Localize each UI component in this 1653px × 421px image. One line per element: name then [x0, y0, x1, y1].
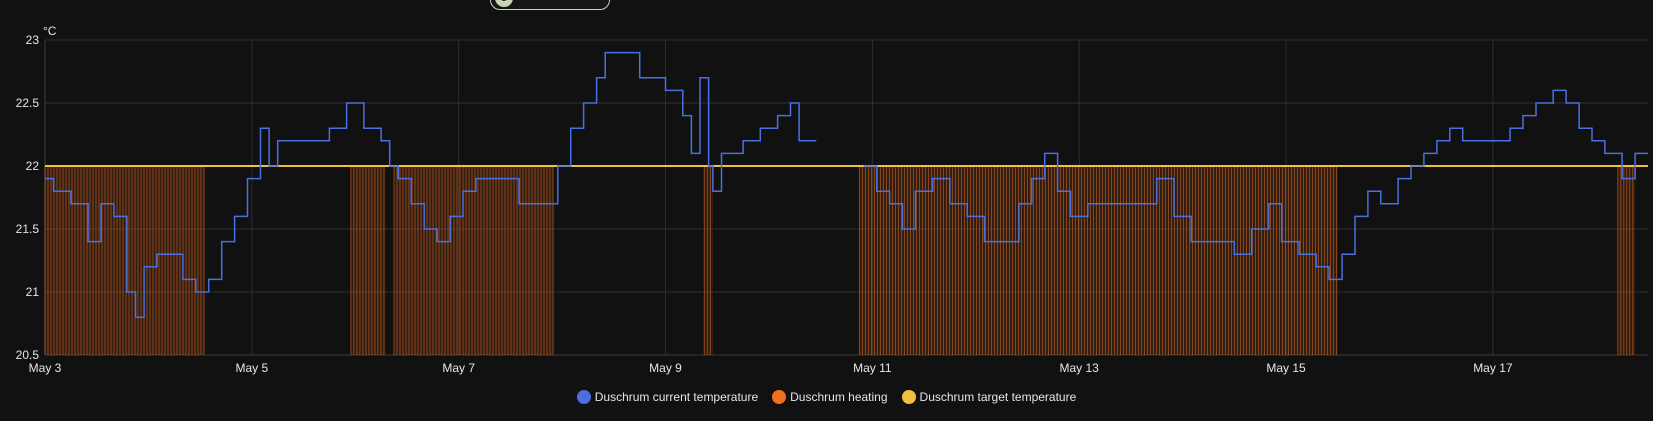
- legend: Duschrum current temperature Duschrum he…: [0, 390, 1653, 404]
- heating-period: [704, 166, 713, 355]
- y-tick-label: 23: [26, 33, 40, 47]
- x-tick-label: May 15: [1266, 361, 1306, 375]
- x-tick-label: May 13: [1060, 361, 1100, 375]
- heating-bars: [393, 166, 554, 355]
- y-tick-label: 21: [26, 285, 40, 299]
- legend-item-heating[interactable]: Duschrum heating: [772, 390, 888, 404]
- heating-bars: [1617, 166, 1634, 355]
- y-tick-label: 20.5: [16, 348, 40, 362]
- heating-period: [350, 166, 386, 355]
- x-tick-label: May 9: [649, 361, 682, 375]
- legend-swatch-current: [576, 390, 591, 404]
- y-unit-label: °C: [43, 24, 57, 38]
- toggle-icon: [495, 0, 513, 7]
- current-temperature-line: [45, 51, 1648, 318]
- current-temperature-series: [45, 51, 1648, 318]
- legend-label-heating: Duschrum heating: [790, 390, 888, 404]
- x-tick-label: May 5: [235, 361, 268, 375]
- legend-item-current[interactable]: Duschrum current temperature: [576, 390, 759, 404]
- y-tick-label: 21.5: [16, 222, 40, 236]
- heating-series: [44, 166, 1636, 355]
- legend-swatch-target: [901, 390, 916, 404]
- legend-swatch-heating: [772, 390, 787, 404]
- x-tick-label: May 3: [29, 361, 62, 375]
- legend-item-target[interactable]: Duschrum target temperature: [901, 390, 1077, 404]
- temperature-chart: 20.5 21 21.5 22 22.5 23°C May 3 May 5 May 7 May 9…: [16, 24, 1648, 375]
- heating-bars: [703, 166, 711, 355]
- heating-bars: [44, 166, 205, 355]
- heating-bars: [858, 166, 1337, 355]
- grid: [44, 39, 1648, 356]
- legend-label-target: Duschrum target temperature: [919, 390, 1077, 404]
- heating-bars: [350, 166, 385, 355]
- axes: 20.5 21 21.5 22 22.5 23°C May 3 May 5 May 7 May 9…: [16, 24, 1513, 375]
- y-tick-label: 22: [26, 159, 40, 173]
- legend-label-current: Duschrum current temperature: [594, 390, 759, 404]
- y-tick-label: 22.5: [16, 96, 40, 110]
- x-tick-label: May 17: [1473, 361, 1513, 375]
- x-tick-label: May 7: [442, 361, 475, 375]
- x-tick-label: May 11: [853, 361, 892, 375]
